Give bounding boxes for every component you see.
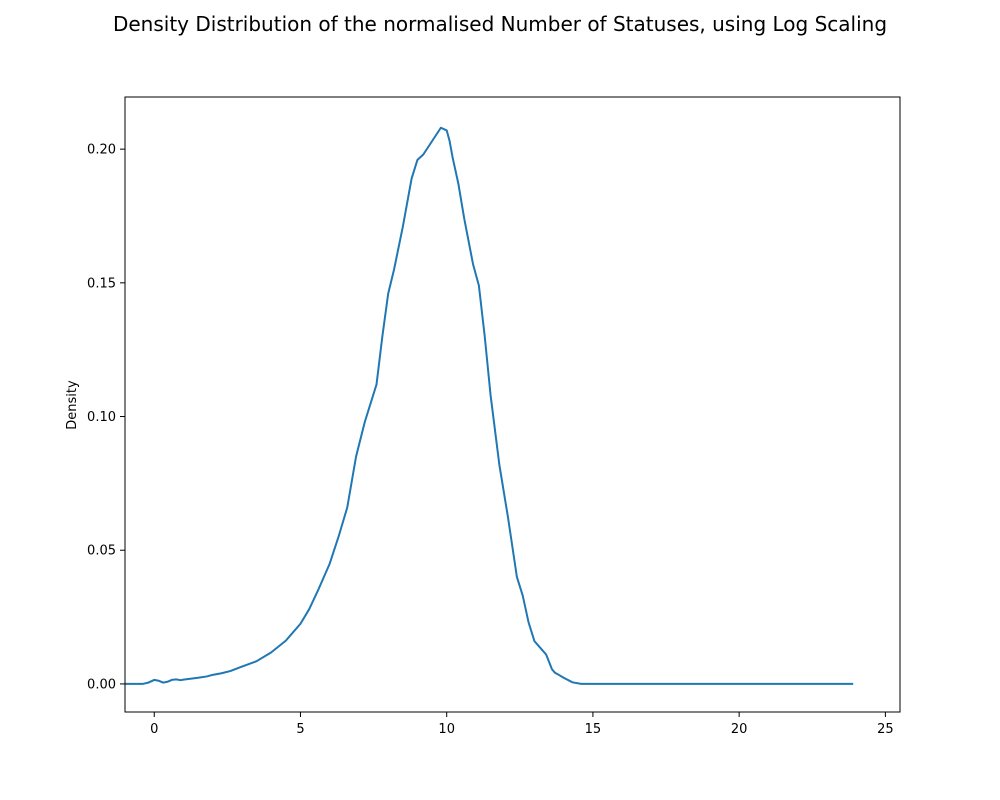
y-tick-label: 0.00	[87, 677, 116, 692]
x-tick-label: 15	[585, 722, 602, 737]
x-tick-label: 25	[877, 722, 894, 737]
y-tick-label: 0.05	[87, 544, 116, 559]
x-tick-label: 0	[150, 722, 158, 737]
x-axis-ticks: 0 5 10 15 20 25	[150, 712, 894, 737]
x-tick-label: 20	[731, 722, 748, 737]
density-series-line-0	[125, 126, 854, 685]
y-tick-label: 0.15	[87, 276, 116, 291]
axes-frame	[124, 96, 901, 713]
chart-title: Density Distribution of the normalised N…	[113, 12, 887, 36]
y-axis-ticks: 0.00 0.05 0.10 0.15 0.20	[87, 143, 125, 692]
y-axis-label: Density	[65, 380, 80, 430]
y-tick-label: 0.20	[87, 143, 116, 158]
plot-area	[125, 126, 854, 685]
x-tick-label: 5	[296, 722, 304, 737]
y-tick-label: 0.10	[87, 410, 116, 425]
x-tick-label: 10	[438, 722, 455, 737]
